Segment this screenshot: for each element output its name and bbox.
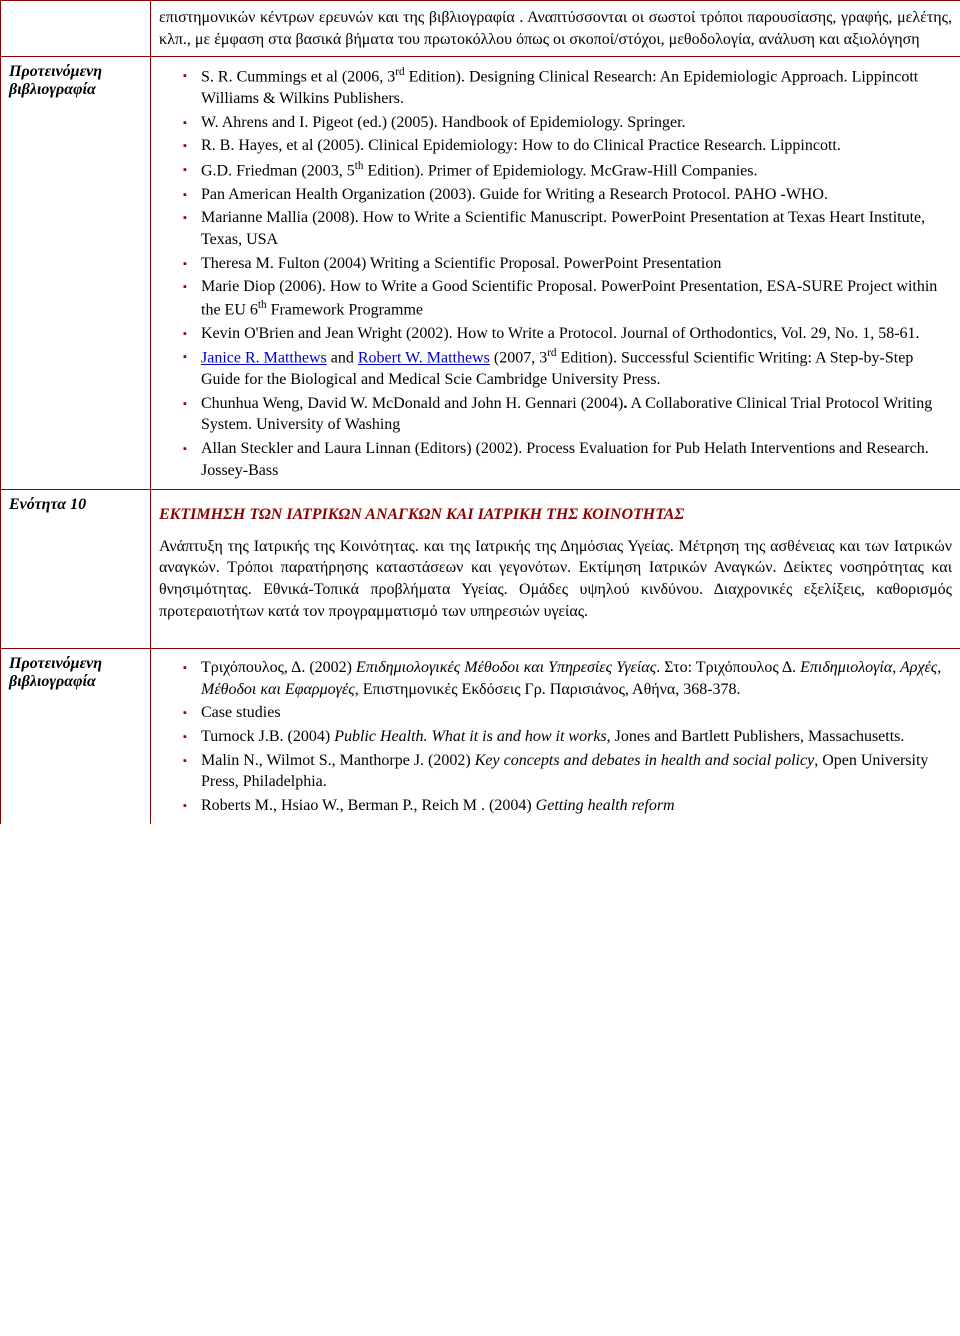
list-item: Chunhua Weng, David W. McDonald and John… xyxy=(183,393,952,436)
list-item: R. B. Hayes, et al (2005). Clinical Epid… xyxy=(183,135,952,157)
list-item: Janice R. Matthews and Robert W. Matthew… xyxy=(183,346,952,391)
list-item: Case studies xyxy=(183,702,952,724)
list-item: Marie Diop (2006). How to Write a Good S… xyxy=(183,276,952,321)
row3-label: Ενότητα 10 xyxy=(9,496,86,513)
list-item: Pan American Health Organization (2003).… xyxy=(183,184,952,206)
list-item: S. R. Cummings et al (2006, 3rd Edition)… xyxy=(183,65,952,110)
table-row: Ενότητα 10 ΕΚΤΙΜΗΣΗ ΤΩΝ ΙΑΤΡΙΚΩΝ ΑΝΑΓΚΩΝ… xyxy=(1,490,960,649)
section-title: ΕΚΤΙΜΗΣΗ ΤΩΝ ΙΑΤΡΙΚΩΝ ΑΝΑΓΚΩΝ ΚΑΙ ΙΑΤΡΙΚ… xyxy=(159,504,952,526)
list-item: Marianne Mallia (2008). How to Write a S… xyxy=(183,207,952,250)
row-label-cell: Προτεινόμενη βιβλιογραφία xyxy=(1,649,151,825)
row-body-cell: Τριχόπουλος, Δ. (2002) Επιδημιολογικές Μ… xyxy=(151,649,960,825)
row2-label: Προτεινόμενη βιβλιογραφία xyxy=(9,63,102,98)
bibliography-list: S. R. Cummings et al (2006, 3rd Edition)… xyxy=(159,65,952,481)
row-label-cell: Προτεινόμενη βιβλιογραφία xyxy=(1,57,151,490)
list-item: Τριχόπουλος, Δ. (2002) Επιδημιολογικές Μ… xyxy=(183,657,952,700)
row4-label: Προτεινόμενη βιβλιογραφία xyxy=(9,655,102,690)
row-label-cell xyxy=(1,1,151,57)
table-row: Προτεινόμενη βιβλιογραφία Τριχόπουλος, Δ… xyxy=(1,649,960,825)
row-body-cell: S. R. Cummings et al (2006, 3rd Edition)… xyxy=(151,57,960,490)
document-table: επιστημονικών κέντρων ερευνών και της βι… xyxy=(0,0,960,824)
row-body-cell: επιστημονικών κέντρων ερευνών και της βι… xyxy=(151,1,960,57)
row-label-cell: Ενότητα 10 xyxy=(1,490,151,649)
row-body-cell: ΕΚΤΙΜΗΣΗ ΤΩΝ ΙΑΤΡΙΚΩΝ ΑΝΑΓΚΩΝ ΚΑΙ ΙΑΤΡΙΚ… xyxy=(151,490,960,649)
list-item: Allan Steckler and Laura Linnan (Editors… xyxy=(183,438,952,481)
list-item: G.D. Friedman (2003, 5th Edition). Prime… xyxy=(183,159,952,182)
author-link[interactable]: Robert W. Matthews xyxy=(358,350,490,367)
list-item: Malin N., Wilmot S., Manthorpe J. (2002)… xyxy=(183,750,952,793)
row1-body: επιστημονικών κέντρων ερευνών και της βι… xyxy=(159,7,952,50)
row3-body: Ανάπτυξη της Ιατρικής της Κοινότητας. κα… xyxy=(159,536,952,622)
list-item: Turnock J.B. (2004) Public Health. What … xyxy=(183,726,952,748)
list-item: Kevin O'Brien and Jean Wright (2002). Ho… xyxy=(183,323,952,345)
list-item: Roberts M., Hsiao W., Berman P., Reich M… xyxy=(183,795,952,817)
bibliography-list: Τριχόπουλος, Δ. (2002) Επιδημιολογικές Μ… xyxy=(159,657,952,816)
list-item: Theresa M. Fulton (2004) Writing a Scien… xyxy=(183,253,952,275)
table-row: επιστημονικών κέντρων ερευνών και της βι… xyxy=(1,1,960,57)
table-row: Προτεινόμενη βιβλιογραφία S. R. Cummings… xyxy=(1,57,960,490)
list-item: W. Ahrens and I. Pigeot (ed.) (2005). Ha… xyxy=(183,112,952,134)
author-link[interactable]: Janice R. Matthews xyxy=(201,350,327,367)
